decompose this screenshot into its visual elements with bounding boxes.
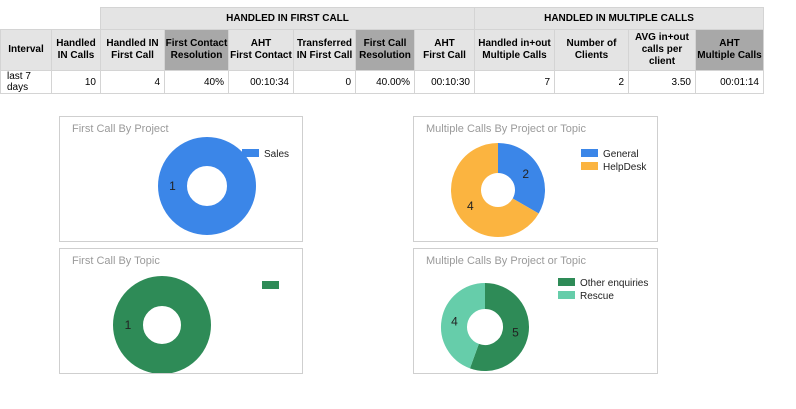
table-cell: 0 [293,70,356,94]
table-row: last 7 days 10 4 40% 00:10:34 0 40.00% 0… [0,70,764,94]
donut-chart: 24 [451,143,545,237]
legend-item[interactable]: Other enquiries [558,278,648,289]
table-cell: 10 [51,70,101,94]
stats-table: HANDLED IN FIRST CALL HANDLED IN MULTIPL… [0,7,764,94]
slice-general[interactable] [497,143,545,214]
col-header-avg-calls-per-client: AVG in+out calls per client [628,29,696,71]
legend-swatch [262,281,279,290]
legend-label: HelpDesk [603,162,647,173]
chart-panel-first-call-by-project: First Call By Project 1 Sales [59,116,303,242]
table-cell: 00:01:14 [695,70,764,94]
table-cell: 2 [554,70,629,94]
col-header-first-contact-resolution: First Contact Resolution [164,29,229,71]
chart-panel-first-call-by-topic: First Call By Topic 1 [59,248,303,374]
chart-title: Multiple Calls By Project or Topic [426,123,586,135]
chart-legend: General HelpDesk [581,149,646,175]
table-cell: 00:10:34 [228,70,294,94]
slice-value-label: 4 [451,315,458,329]
legend-swatch [581,149,598,158]
table-cell: 00:10:30 [414,70,475,94]
donut-chart: 54 [441,283,529,371]
group-header-first-call: HANDLED IN FIRST CALL [100,7,475,30]
col-header-aht-first-contact: AHT First Contact [228,29,294,71]
legend-item[interactable]: Sales [242,149,289,160]
legend-swatch [581,162,598,171]
col-header-number-of-clients: Number of Clients [554,29,629,71]
col-header-handled-in-first-call: Handled IN First Call [100,29,165,71]
donut-chart: 1 [113,276,211,373]
legend-swatch [242,149,259,158]
slice-value-label: 5 [512,325,519,339]
chart-legend: Other enquiries Rescue [558,278,648,304]
slice-sales[interactable] [158,137,256,235]
legend-item[interactable]: General [581,149,646,160]
col-header-aht-first-call: AHT First Call [414,29,475,71]
col-header-aht-multiple-calls: AHT Multiple Calls [695,29,764,71]
slice-value-label: 2 [522,167,529,181]
col-header-interval: Interval [0,29,52,71]
table-cell: last 7 days [0,70,52,94]
legend-item[interactable]: HelpDesk [581,162,646,173]
chart-title: Multiple Calls By Project or Topic [426,255,586,267]
chart-title: First Call By Project [72,123,169,135]
chart-panel-multiple-calls-by-project: Multiple Calls By Project or Topic 2 4 Gen… [413,116,658,242]
table-cell: 4 [100,70,165,94]
slice-value-label: 4 [467,199,474,213]
col-header-handled-in-calls: Handled IN Calls [51,29,101,71]
slice-value-label: 1 [125,318,132,332]
col-header-handled-multiple-calls: Handled in+out Multiple Calls [474,29,555,71]
legend-label: Rescue [580,291,614,302]
group-header-multiple-calls: HANDLED IN MULTIPLE CALLS [474,7,764,30]
slice-helpdesk[interactable] [451,143,539,237]
slice-rescue[interactable] [441,283,486,369]
legend-swatch [558,278,575,287]
slice-value-label: 1 [169,179,176,193]
legend-item[interactable]: Rescue [558,291,648,302]
chart-legend: Sales [242,149,289,162]
col-header-transferred-first-call: Transferred IN First Call [293,29,356,71]
legend-label: Sales [264,149,290,160]
table-cell: 3.50 [628,70,696,94]
table-cell: 40% [164,70,229,94]
legend-swatch [558,291,575,300]
legend-label: Other enquiries [580,278,649,289]
legend-item[interactable] [262,281,284,292]
col-header-first-call-resolution: First Call Resolution [355,29,415,71]
chart-legend [262,281,284,294]
slice-unnamed[interactable] [113,276,211,373]
table-cell: 40.00% [355,70,415,94]
table-cell: 7 [474,70,555,94]
donut-chart: 1 [158,137,256,235]
chart-panel-multiple-calls-by-topic: Multiple Calls By Project or Topic 5 4 Oth… [413,248,658,374]
slice-other-enquiries[interactable] [469,283,529,371]
chart-title: First Call By Topic [72,255,160,267]
legend-label: General [603,149,639,160]
